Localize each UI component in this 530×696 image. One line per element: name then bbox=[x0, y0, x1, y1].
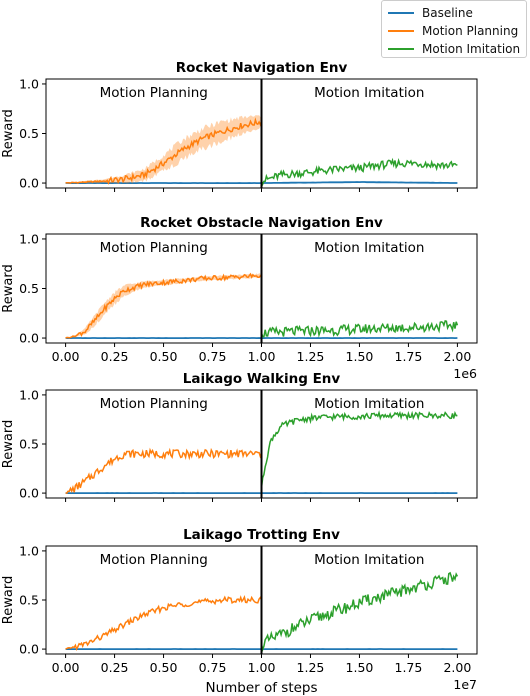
chart-title: Laikago Walking Env bbox=[183, 371, 341, 387]
legend-label-baseline: Baseline bbox=[422, 6, 473, 20]
y-axis-label: Reward bbox=[1, 576, 16, 624]
phase-label-planning: Motion Planning bbox=[100, 396, 208, 412]
x-axis-label: Number of steps bbox=[205, 680, 317, 696]
y-axis-label: Reward bbox=[1, 109, 16, 157]
y-tick-label: 0.0 bbox=[19, 642, 39, 657]
x-tick-label: 0.50 bbox=[150, 660, 178, 675]
y-tick-label: 0.0 bbox=[19, 176, 39, 191]
y-tick-label: 0.5 bbox=[19, 593, 39, 608]
series-line-motion-planning bbox=[65, 447, 263, 494]
y-tick-label: 0.5 bbox=[19, 281, 39, 296]
series-line-motion-imitation bbox=[260, 410, 458, 489]
phase-label-imitation: Motion Imitation bbox=[314, 240, 424, 256]
chart-title: Rocket Obstacle Navigation Env bbox=[140, 215, 383, 231]
axes-frame bbox=[45, 233, 478, 344]
phase-label-imitation: Motion Imitation bbox=[314, 85, 424, 101]
phase-label-imitation: Motion Imitation bbox=[314, 552, 424, 568]
series-band-motion-planning bbox=[65, 113, 262, 184]
x-tick-label: 1.75 bbox=[395, 349, 423, 364]
legend-entry-motion-imitation: Motion Imitation bbox=[388, 40, 520, 58]
x-tick-label: 1.75 bbox=[395, 660, 423, 675]
x-tick-label: 0.00 bbox=[52, 660, 80, 675]
axes-frame bbox=[45, 78, 478, 189]
legend-swatch-motion-imitation bbox=[388, 48, 414, 50]
x-tick-label: 1.00 bbox=[248, 660, 276, 675]
series-line-motion-planning bbox=[65, 595, 263, 652]
x-offset-label: 1e6 bbox=[453, 366, 477, 381]
x-tick-label: 0.75 bbox=[199, 660, 227, 675]
y-tick-label: 0.0 bbox=[19, 331, 39, 346]
series-line-motion-planning bbox=[65, 272, 262, 339]
legend-swatch-baseline bbox=[388, 12, 414, 14]
y-axis-label: Reward bbox=[1, 264, 16, 312]
phase-label-planning: Motion Planning bbox=[100, 85, 208, 101]
x-tick-label: 0.75 bbox=[199, 349, 227, 364]
x-tick-label: 1.25 bbox=[297, 349, 325, 364]
x-offset-label: 1e7 bbox=[453, 677, 477, 692]
x-tick-label: 1.50 bbox=[346, 660, 374, 675]
legend-label-motion-imitation: Motion Imitation bbox=[422, 42, 521, 56]
axes-frame bbox=[45, 545, 478, 655]
legend-entry-baseline: Baseline bbox=[388, 4, 473, 22]
series-line-motion-imitation bbox=[260, 571, 459, 652]
y-axis-label: Reward bbox=[1, 420, 16, 468]
x-tick-label: 1.25 bbox=[297, 660, 325, 675]
x-tick-label: 2.00 bbox=[443, 349, 471, 364]
x-tick-label: 1.50 bbox=[346, 349, 374, 364]
phase-label-planning: Motion Planning bbox=[100, 240, 208, 256]
y-tick-label: 1.0 bbox=[19, 76, 39, 91]
legend-label-motion-planning: Motion Planning bbox=[422, 24, 519, 38]
x-tick-label: 0.50 bbox=[150, 349, 178, 364]
legend: Baseline Motion Planning Motion Imitatio… bbox=[381, 0, 527, 58]
series-line-motion-imitation bbox=[260, 319, 459, 338]
x-tick-label: 0.25 bbox=[101, 660, 129, 675]
y-tick-label: 1.0 bbox=[19, 387, 39, 402]
series-line-motion-planning bbox=[65, 117, 263, 185]
x-tick-label: 0.25 bbox=[101, 349, 129, 364]
phase-label-imitation: Motion Imitation bbox=[314, 396, 424, 412]
y-tick-label: 0.5 bbox=[19, 437, 39, 452]
x-tick-label: 0.00 bbox=[52, 349, 80, 364]
y-tick-label: 0.5 bbox=[19, 126, 39, 141]
y-tick-label: 0.0 bbox=[19, 486, 39, 501]
x-tick-label: 1.00 bbox=[248, 349, 276, 364]
axes-frame bbox=[45, 389, 478, 499]
chart-title: Laikago Trotting Env bbox=[183, 527, 340, 543]
legend-swatch-motion-planning bbox=[388, 30, 414, 32]
series-line-motion-imitation bbox=[260, 157, 458, 187]
y-tick-label: 1.0 bbox=[19, 231, 39, 246]
phase-label-planning: Motion Planning bbox=[100, 552, 208, 568]
chart-title: Rocket Navigation Env bbox=[176, 60, 348, 76]
x-tick-label: 2.00 bbox=[443, 660, 471, 675]
legend-entry-motion-planning: Motion Planning bbox=[388, 22, 518, 40]
y-tick-label: 1.0 bbox=[19, 543, 39, 558]
